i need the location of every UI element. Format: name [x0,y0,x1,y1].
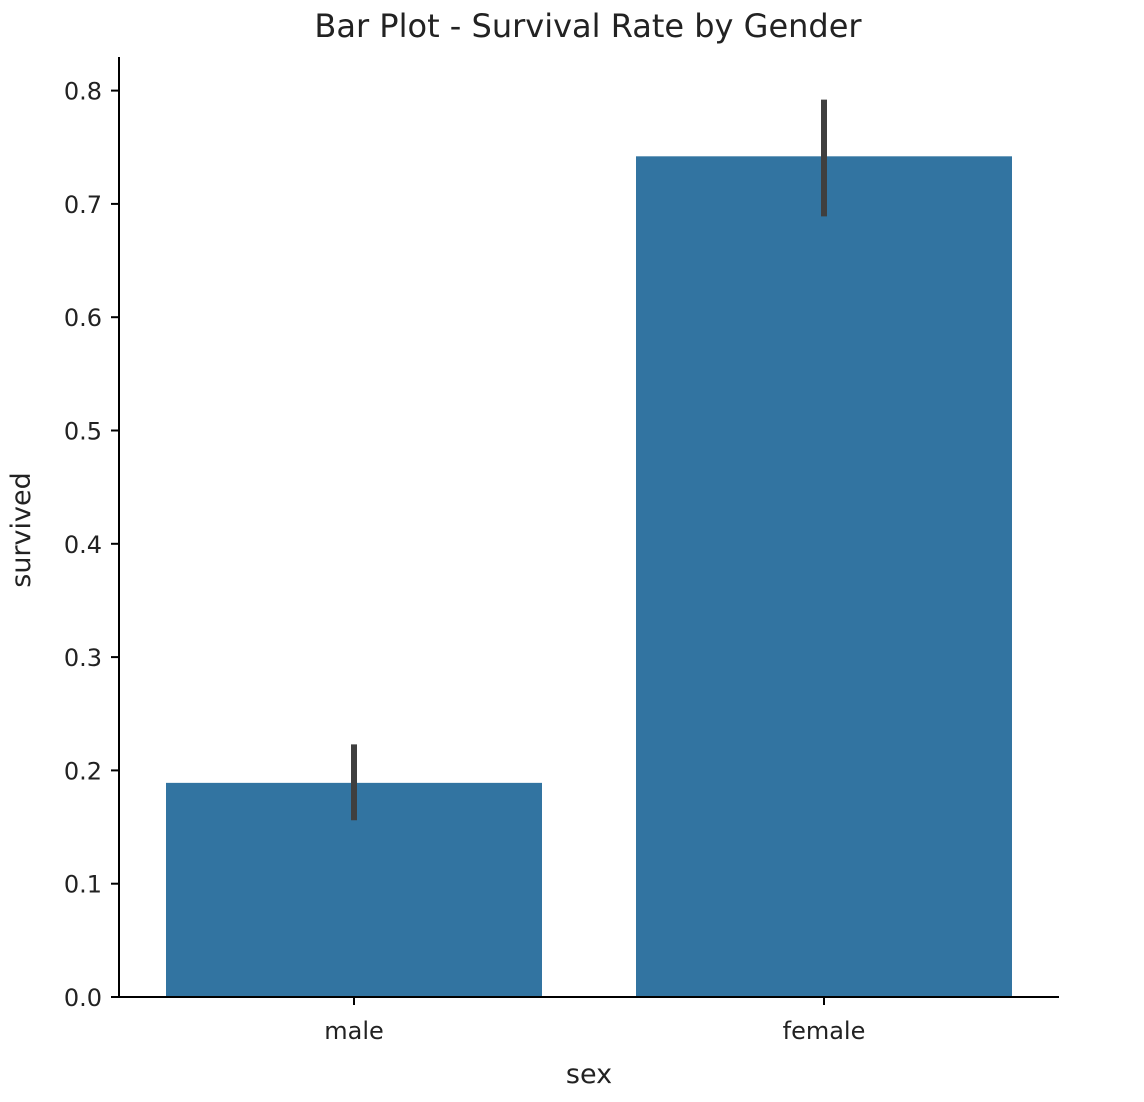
y-tick-label: 0.3 [64,644,102,672]
error-bars-group [351,99,827,821]
x-ticks-group: male female [324,997,865,1045]
y-tick-label: 0.2 [64,757,102,785]
bar-female [636,156,1012,998]
y-tick-label: 0.4 [64,531,102,559]
y-tick-label: 0.6 [64,304,102,332]
y-tick-label: 0.5 [64,418,102,446]
y-ticks-group: 0.0 0.1 0.2 0.3 0.4 0.5 0.6 0.7 0.8 [64,78,119,1012]
y-tick-label: 0.1 [64,871,102,899]
y-tick-label: 0.0 [64,984,102,1012]
x-axis-title: sex [566,1059,612,1090]
x-tick-label: male [324,1017,384,1045]
y-axis-title: survived [6,472,37,588]
x-tick-label: female [783,1017,866,1045]
y-tick-label: 0.7 [64,191,102,219]
bars-group [166,156,1012,998]
chart-title: Bar Plot - Survival Rate by Gender [314,7,862,45]
y-tick-label: 0.8 [64,78,102,106]
